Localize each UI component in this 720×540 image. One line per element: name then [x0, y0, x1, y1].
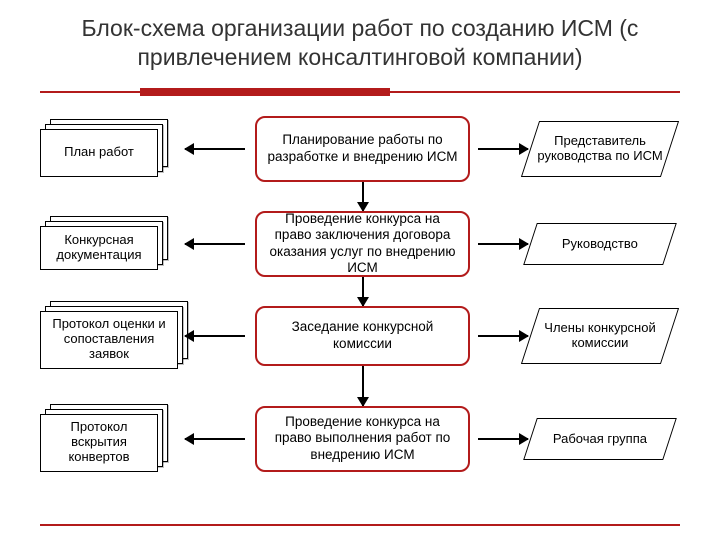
- arrow-right: [478, 148, 528, 150]
- arrow-down: [362, 277, 364, 306]
- role-parallelogram: Члены конкурсной комиссии: [521, 308, 679, 364]
- process-box: Проведение конкурса на право заключения …: [255, 211, 470, 277]
- arrow-left: [185, 335, 245, 337]
- arrow-right: [478, 335, 528, 337]
- doc-label: Конкурсная документация: [40, 226, 158, 270]
- role-label: Члены конкурсной комиссии: [531, 319, 669, 353]
- doc-label: Протокол оценки и сопоставления заявок: [40, 311, 178, 369]
- arrow-down: [362, 366, 364, 406]
- horizontal-rule-bottom: [40, 524, 680, 526]
- arrow-right: [478, 243, 528, 245]
- horizontal-rule: [40, 88, 680, 96]
- doc-label: План работ: [40, 129, 158, 177]
- process-box: Заседание конкурсной комиссии: [255, 306, 470, 366]
- role-label: Представитель руководства по ИСМ: [531, 132, 669, 166]
- flowchart: План работ Планирование работы по разрабо…: [30, 106, 690, 516]
- process-box: Проведение конкурса на право выполнения …: [255, 406, 470, 472]
- role-parallelogram: Представитель руководства по ИСМ: [521, 121, 679, 177]
- role-label: Рабочая группа: [549, 429, 651, 448]
- process-box: Планирование работы по разработке и внед…: [255, 116, 470, 182]
- role-label: Руководство: [558, 234, 642, 253]
- doc-stack: План работ: [40, 119, 172, 181]
- role-parallelogram: Руководство: [523, 223, 677, 265]
- arrow-left: [185, 243, 245, 245]
- page-title: Блок-схема организации работ по созданию…: [0, 0, 720, 78]
- doc-stack: Протокол оценки и сопоставления заявок: [40, 301, 192, 373]
- role-parallelogram: Рабочая группа: [523, 418, 677, 460]
- doc-stack: Протокол вскрытия конвертов: [40, 404, 172, 476]
- arrow-down: [362, 182, 364, 211]
- arrow-left: [185, 148, 245, 150]
- arrow-left: [185, 438, 245, 440]
- arrow-right: [478, 438, 528, 440]
- doc-stack: Конкурсная документация: [40, 216, 172, 274]
- doc-label: Протокол вскрытия конвертов: [40, 414, 158, 472]
